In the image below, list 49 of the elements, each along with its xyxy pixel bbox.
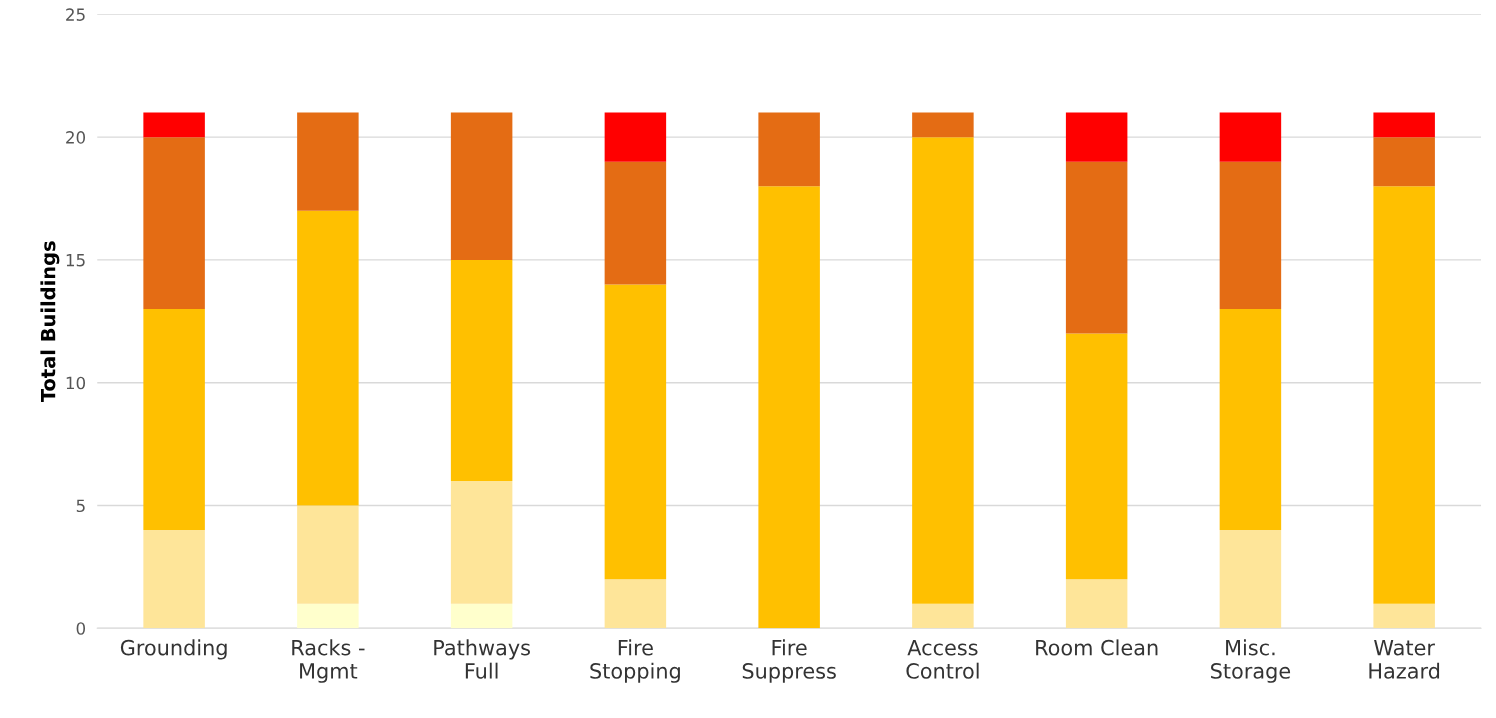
bar — [1373, 137, 1435, 187]
y-tick-label: 20 — [66, 131, 86, 144]
bar — [1065, 112, 1128, 162]
bar — [297, 210, 359, 506]
bar — [1065, 161, 1128, 334]
bar — [912, 112, 974, 138]
bar — [758, 112, 820, 187]
x-tick-label: Fire Suppress — [742, 639, 836, 683]
x-tick-label: Fire Stopping — [590, 639, 680, 683]
y-tick-label: 25 — [66, 8, 85, 21]
y-tick-label: 0 — [76, 622, 86, 635]
y-axis-title: Total Buildings — [40, 241, 60, 403]
x-tick-label: Pathways Full — [434, 639, 530, 679]
bar — [143, 309, 205, 531]
bar — [297, 112, 359, 211]
bar — [297, 603, 359, 629]
bar — [1373, 186, 1435, 604]
bar — [1373, 603, 1435, 629]
bar — [450, 603, 513, 629]
bar — [143, 112, 205, 138]
x-tick-label: Water Hazard — [1369, 640, 1440, 679]
x-tick-label: Grounding — [120, 639, 227, 660]
bar — [1065, 579, 1128, 629]
y-tick-label: 5 — [76, 499, 85, 513]
bar — [604, 284, 667, 580]
x-tick-label: Misc. Storage — [1211, 639, 1291, 683]
bar — [1219, 309, 1282, 531]
x-tick-label: Access Control — [906, 640, 979, 679]
bar — [1219, 530, 1282, 629]
x-tick-label: Racks - Mgmt — [292, 639, 365, 683]
bar — [1219, 112, 1282, 162]
bar — [1373, 112, 1435, 138]
bar — [450, 112, 513, 260]
bar — [912, 137, 974, 604]
bar — [450, 259, 513, 481]
bar — [758, 186, 820, 629]
y-tick-label: 15 — [66, 254, 85, 267]
y-tick-label: 10 — [66, 376, 86, 390]
bar — [1219, 161, 1282, 310]
bar — [143, 137, 205, 310]
bar — [604, 579, 667, 629]
bar — [143, 530, 205, 629]
bar — [604, 112, 667, 162]
bar — [912, 603, 974, 629]
bar — [297, 505, 359, 604]
bar — [1065, 333, 1128, 580]
bar — [450, 480, 513, 604]
x-tick-label: Room Clean — [1036, 639, 1158, 656]
bar — [604, 161, 667, 285]
